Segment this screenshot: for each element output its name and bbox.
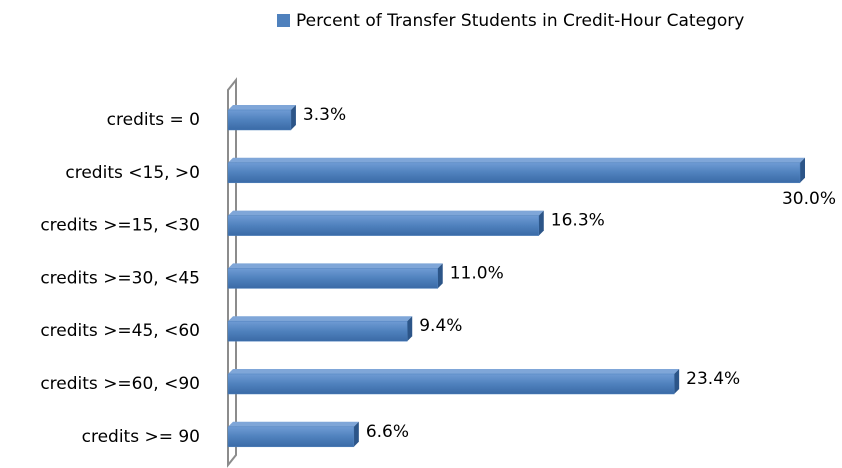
bar-top [228,316,413,322]
bar-top [228,369,680,374]
data-label: 6.6% [366,422,409,442]
y-tick-label: credits >=30, <45 [40,268,200,288]
bar [227,373,675,395]
bar-side [674,369,680,394]
data-label: 16.3% [551,211,605,231]
data-label: 30.0% [782,189,836,209]
y-tick-label: credits >=45, <60 [40,321,200,341]
bar [227,426,355,448]
y-tick-label: credits = 0 [107,110,200,130]
data-label: 9.4% [419,316,462,336]
legend-swatch [277,14,290,27]
y-tick-label: credits >=60, <90 [40,374,200,394]
bar-side [538,210,544,236]
bar [227,215,540,236]
bar-top [228,263,443,269]
bar-side [800,157,805,183]
bar-side [290,105,296,130]
bar [227,109,292,131]
y-tick-label: credits <15, >0 [65,163,200,183]
data-label: 3.3% [303,105,346,125]
data-label: 11.0% [450,263,504,283]
y-tick-label: credits >= 90 [82,427,200,447]
bar-side [437,263,443,289]
legend-label: Percent of Transfer Students in Credit-H… [296,11,744,31]
data-label: 23.4% [686,369,740,389]
bar-top [228,157,805,163]
bar [227,268,438,289]
bar-top [228,105,296,110]
bar [227,162,801,184]
bar-side [407,316,413,342]
bar-side [353,421,359,447]
bar-top [228,210,544,216]
bar [227,320,408,342]
bar-top [228,421,359,427]
y-tick-label: credits >=15, <30 [40,216,200,236]
